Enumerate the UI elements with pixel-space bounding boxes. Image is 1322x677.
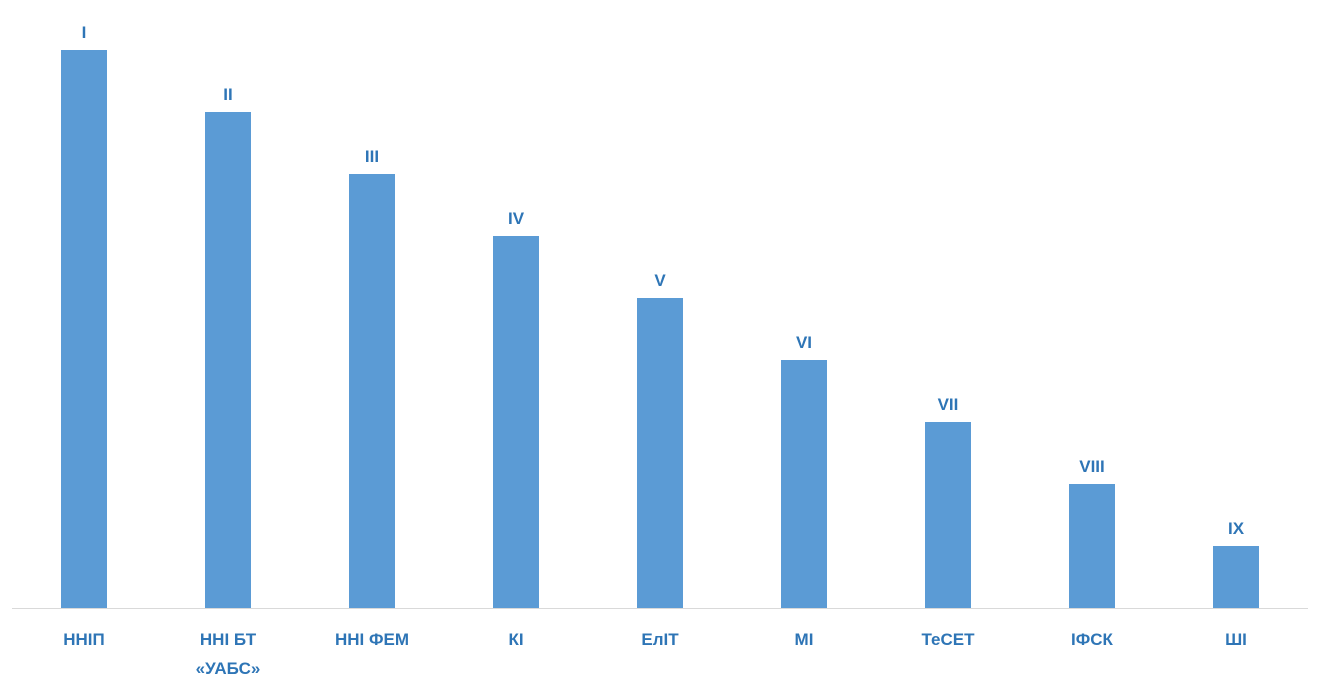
bars-group	[61, 50, 1259, 608]
category-labels-group: ННІП ННІ БТ «УАБС» ННІ ФЕМ КІ ЕлІТ МІ ТеСЕТ ІФСК…	[63, 630, 1247, 677]
bar	[493, 236, 539, 608]
category-label-line: КІ	[508, 630, 523, 649]
bar-data-label: VII	[938, 395, 959, 414]
category-label: ТеСЕТ	[922, 630, 976, 649]
bar-data-label: IX	[1228, 519, 1245, 538]
category-label: КІ	[508, 630, 523, 649]
bar	[1069, 484, 1115, 608]
bar	[349, 174, 395, 608]
category-label: ІФСК	[1071, 630, 1114, 649]
bar	[781, 360, 827, 608]
bar	[61, 50, 107, 608]
category-label: ННІП	[63, 630, 105, 649]
bar	[205, 112, 251, 608]
bar-data-label: III	[365, 147, 379, 166]
category-label-line: «УАБС»	[196, 659, 261, 677]
category-label: МІ	[795, 630, 814, 649]
bar-data-label: IV	[508, 209, 525, 228]
bar-data-label: V	[654, 271, 666, 290]
bar	[637, 298, 683, 608]
category-label-line: МІ	[795, 630, 814, 649]
category-label-line: ННІП	[63, 630, 105, 649]
category-label-line: ШІ	[1225, 630, 1247, 649]
bar-data-label: VIII	[1079, 457, 1105, 476]
category-label: ЕлІТ	[641, 630, 679, 649]
bar-data-label: II	[223, 85, 232, 104]
category-label-line: ННІ ФЕМ	[335, 630, 409, 649]
category-label-line: ЕлІТ	[641, 630, 679, 649]
category-label: ННІ ФЕМ	[335, 630, 409, 649]
category-label: ННІ БТ «УАБС»	[196, 630, 261, 677]
category-label-line: ННІ БТ	[200, 630, 257, 649]
bar	[1213, 546, 1259, 608]
category-label-line: ІФСК	[1071, 630, 1114, 649]
bar	[925, 422, 971, 608]
category-label: ШІ	[1225, 630, 1247, 649]
category-label-line: ТеСЕТ	[922, 630, 976, 649]
bar-data-label: I	[82, 23, 87, 42]
bar-data-label: VI	[796, 333, 812, 352]
